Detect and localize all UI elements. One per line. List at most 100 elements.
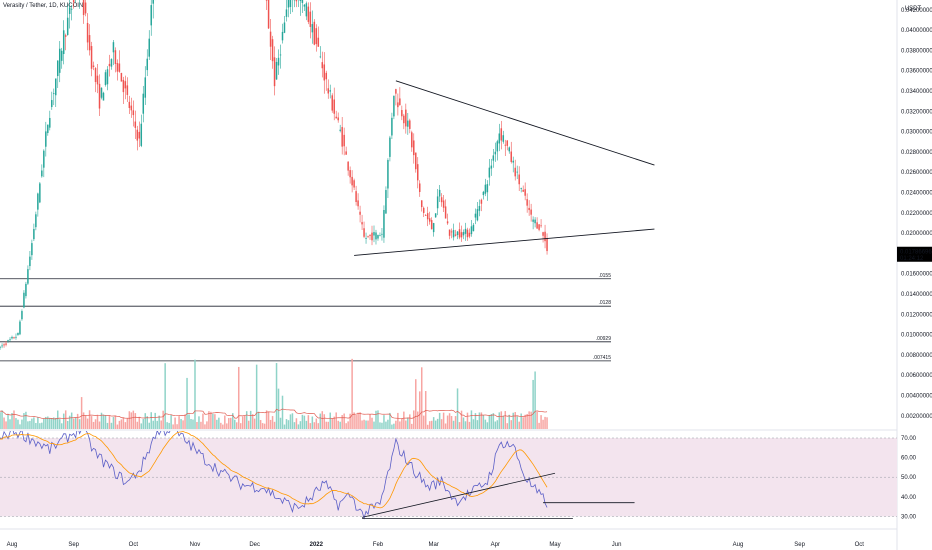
volume-bar (498, 412, 501, 429)
volume-bar (373, 421, 375, 429)
volume-bar (128, 411, 131, 429)
volume-bar (166, 422, 168, 429)
volume-bar (263, 423, 266, 429)
volume-bar (510, 420, 512, 429)
candle (466, 229, 469, 238)
volume-bar (504, 411, 507, 429)
volume-bar (472, 419, 475, 429)
volume-bar (367, 420, 369, 429)
candle (132, 110, 135, 116)
volume-bar (399, 421, 401, 429)
candle (283, 22, 286, 33)
price-tick-label: 0.03800000 (901, 48, 932, 54)
volume-bar (452, 420, 455, 429)
candle (118, 63, 121, 72)
volume-bar (434, 420, 437, 429)
volume-bar (514, 412, 516, 429)
volume-bar (15, 418, 17, 429)
candle (86, 22, 89, 43)
rsi-tick-label: 40.00 (901, 495, 917, 501)
volume-bar (237, 366, 240, 429)
volume-bar (325, 421, 328, 429)
volume-bar (428, 421, 431, 429)
candle (440, 197, 443, 203)
volume-bar (345, 423, 347, 429)
volume-bar (140, 423, 143, 429)
candle (110, 59, 113, 67)
volume-bar (172, 424, 174, 429)
volume-bar (313, 422, 316, 429)
volume-bar (174, 417, 176, 429)
candle (450, 231, 453, 233)
candle (84, 2, 87, 14)
volume-bar (369, 414, 371, 429)
volume-bar (98, 421, 101, 429)
candle (323, 64, 326, 81)
currency-label: USDT (905, 6, 922, 12)
level-label: .0128 (598, 300, 611, 306)
rsi-trendline[interactable] (361, 472, 556, 518)
candle (486, 184, 489, 193)
volume-bar (222, 424, 224, 429)
candle (365, 238, 367, 239)
volume-bar (329, 412, 331, 429)
triangle-lower-line[interactable] (354, 228, 655, 256)
volume-bar (536, 411, 538, 429)
candle (120, 72, 123, 82)
candle (327, 88, 330, 94)
volume-bar (47, 416, 49, 429)
volume-bar (484, 419, 487, 429)
candle (468, 232, 471, 237)
price-tick-label: 0.00400000 (901, 394, 932, 400)
candle (371, 232, 373, 241)
volume-bar (321, 411, 324, 429)
volume-bar (43, 418, 45, 429)
price-tick-label: 0.02200000 (901, 211, 932, 217)
candle (100, 87, 103, 98)
candle (538, 224, 540, 230)
volume-bar (74, 417, 77, 429)
volume-bar (418, 391, 421, 429)
candle (520, 188, 522, 189)
volume-bar (100, 412, 103, 429)
volume-bar (184, 414, 186, 429)
candle (476, 209, 479, 221)
candle (41, 170, 43, 177)
candle (381, 233, 383, 235)
candle (335, 116, 337, 119)
volume-bar (51, 418, 53, 429)
volume-bar (116, 424, 119, 429)
volume-bar (422, 415, 425, 429)
volume-bar (158, 415, 160, 429)
volume-bar (31, 418, 33, 429)
volume-bar (381, 422, 383, 429)
volume-bar (506, 423, 509, 429)
candle (148, 38, 150, 57)
volume-bar (198, 416, 200, 429)
candle (480, 199, 483, 204)
price-tick-label: 0.03200000 (901, 109, 932, 115)
volume-bar (450, 415, 453, 429)
candle (94, 68, 97, 83)
candle (403, 115, 405, 124)
candle (72, 0, 75, 3)
candle (1, 345, 3, 347)
price-tick-label: 0.01000000 (901, 333, 932, 339)
volume-bar (265, 410, 268, 429)
candle (375, 232, 377, 240)
volume-bar (482, 415, 485, 429)
volume-bar (154, 412, 156, 429)
chart-title: Verasity / Tether, 1D, KUCOIN (3, 3, 84, 9)
candle (104, 72, 107, 85)
candle (98, 83, 101, 109)
volume-bar (470, 410, 473, 429)
volume-bar (490, 414, 493, 429)
volume-bar (62, 413, 65, 429)
triangle-upper-line[interactable] (395, 80, 655, 166)
volume-bar (488, 414, 491, 429)
volume-bar (122, 417, 125, 429)
candle (66, 17, 69, 36)
volume-bar (162, 410, 164, 429)
volume-bar (528, 411, 530, 429)
